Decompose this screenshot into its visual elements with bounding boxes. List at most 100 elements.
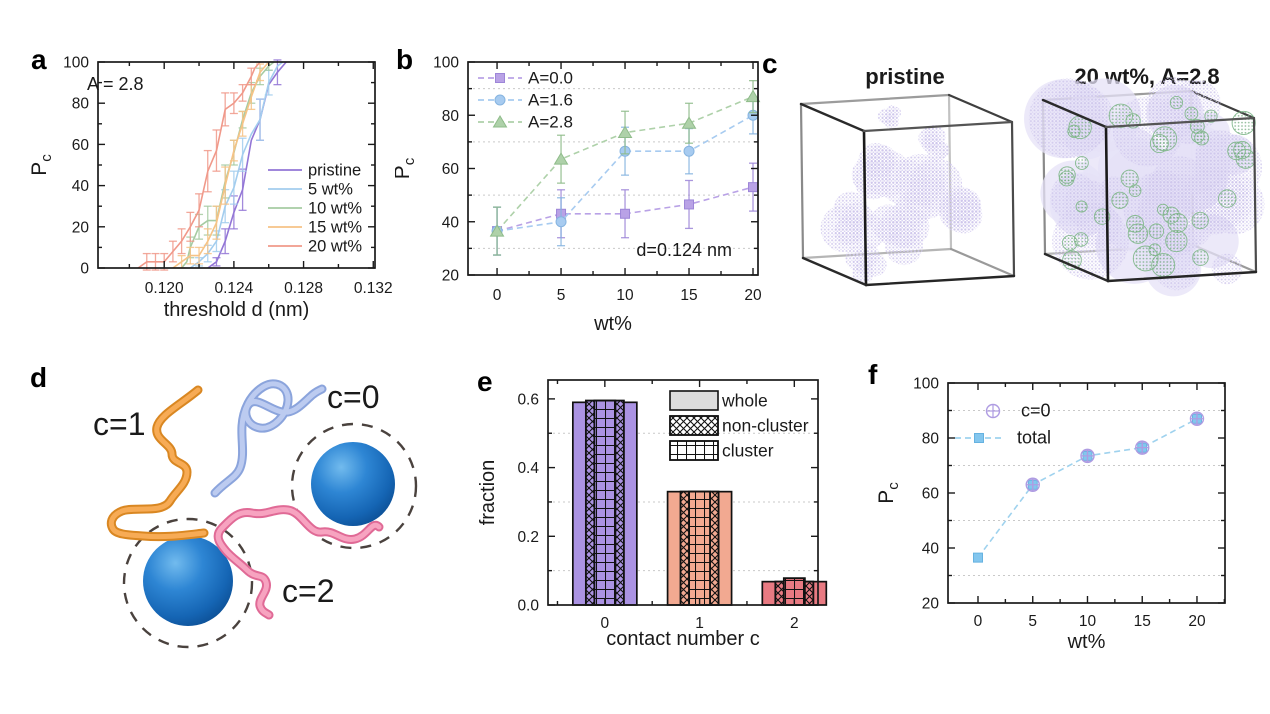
annotation: A = 2.8 — [87, 74, 144, 94]
nanoparticle — [1132, 245, 1159, 272]
nanoparticle — [1165, 229, 1188, 253]
y-axis-label: Pc — [395, 157, 418, 179]
point-A=1.6 — [683, 145, 695, 157]
box-edge — [864, 274, 1016, 287]
axes: 0.120 0.124 0.128 0.132 0 20 40 60 80 100 — [63, 55, 393, 298]
y-tick-label: 80 — [72, 96, 90, 113]
legend-label: total — [1017, 428, 1051, 448]
triangle-marker — [681, 116, 697, 129]
panel-letter-a: a — [31, 44, 47, 75]
panel-e-fraction-chart: 0 1 2 0.0 0.2 0.4 0.6 contact number c fraction w… — [470, 355, 855, 670]
box-edge — [1106, 270, 1258, 283]
nanoparticle-lower — [143, 536, 233, 626]
cluster-blob — [921, 134, 940, 153]
panel-f-pc-wt-chart: 0 5 10 15 20 20 40 60 80 100 wt% Pc c=0 total — [875, 350, 1265, 670]
series-15 wt% — [172, 61, 270, 269]
series-line — [977, 418, 1198, 559]
nanoparticle-upper — [311, 442, 395, 526]
legend-label: cluster — [722, 441, 774, 461]
box-edge — [799, 102, 866, 133]
annotation: d=0.124 nm — [636, 240, 732, 260]
point-A=2.8 — [489, 224, 505, 237]
square-marker — [684, 199, 695, 210]
y-tick-label: 0.2 — [517, 529, 539, 546]
nanoparticle — [1127, 223, 1149, 244]
legend-marker — [985, 403, 1001, 419]
chart-a-svg: 0.120 0.124 0.128 0.132 0 20 40 60 80 100 threshol… — [28, 55, 393, 322]
simulation-box-filled — [1024, 77, 1265, 297]
x-tick-label: 20 — [744, 287, 762, 304]
bar-pattern — [688, 490, 711, 606]
series-line — [496, 114, 754, 232]
square-marker — [620, 208, 631, 219]
y-tick-label: 0.4 — [517, 460, 539, 477]
contact-shell-upper — [290, 422, 418, 550]
series-c=0 — [1025, 411, 1205, 492]
legend-marker — [495, 73, 505, 83]
x-tick-label: 0.132 — [354, 280, 393, 297]
nanoparticle — [1169, 95, 1184, 110]
x-tick-label: 5 — [557, 287, 566, 304]
y-tick-label: 60 — [72, 137, 90, 154]
legend-label: A=0.0 — [528, 69, 573, 88]
y-tick-label: 20 — [72, 219, 90, 236]
contact-shell-lower — [122, 517, 254, 649]
chart-e-svg: 0 1 2 0.0 0.2 0.4 0.6 contact number c fraction w… — [477, 379, 828, 650]
nanoparticle — [1191, 211, 1209, 230]
box-edge — [1043, 252, 1110, 283]
x-tick-label: 2 — [790, 615, 799, 632]
triangle-marker — [745, 89, 761, 103]
series-20 wt% — [137, 61, 261, 271]
y-tick-label: 80 — [922, 431, 940, 448]
legend-label: 10 wt% — [308, 200, 362, 218]
y-tick-label: 80 — [442, 108, 460, 125]
label-c1: c=1 — [93, 406, 145, 442]
cluster-blob — [887, 206, 930, 248]
y-axis-label: fraction — [477, 460, 499, 526]
box-edge — [1010, 120, 1016, 278]
cluster-blob — [835, 214, 866, 245]
triangle-marker — [489, 224, 505, 237]
point-A=1.6 — [555, 216, 567, 228]
x-tick-label: 1 — [695, 615, 704, 632]
point-A=2.8 — [553, 152, 569, 165]
cluster-blob — [855, 244, 880, 268]
x-tick-label: 0 — [974, 613, 983, 630]
legend-marker — [494, 94, 506, 106]
point-c=0 — [1025, 477, 1040, 492]
label-c0: c=0 — [327, 379, 379, 415]
legend-label: non-cluster — [722, 416, 809, 436]
polymer-chain-pink — [213, 505, 384, 620]
x-tick-label: 10 — [616, 287, 634, 304]
series-line — [207, 61, 287, 269]
series-pristine — [207, 59, 287, 269]
x-tick-label: 15 — [680, 287, 697, 304]
snapshots-svg: pristine 20 wt%, A=2.8 — [799, 64, 1265, 297]
x-axis-label: wt% — [1067, 631, 1106, 653]
bar-group-c1 — [666, 490, 733, 606]
polymer-clusters — [820, 105, 983, 284]
nanoparticle — [1120, 169, 1139, 188]
x-tick-label: 0 — [601, 615, 610, 632]
point-A=0.0 — [620, 208, 631, 219]
nanoparticle — [1189, 119, 1205, 134]
nanoparticle — [1218, 189, 1237, 208]
y-tick-label: 20 — [442, 268, 460, 285]
panel-letter-f: f — [868, 359, 878, 390]
nanoparticle — [1111, 191, 1129, 209]
series-line — [189, 61, 284, 269]
legend: A=0.0 A=1.6 A=2.8 — [478, 69, 573, 132]
panel-letter-c: c — [762, 48, 778, 79]
legend-label: 5 wt% — [308, 181, 353, 199]
matrix-stipple — [1211, 253, 1243, 285]
triangle-marker — [492, 115, 508, 128]
panel-d-schematic: c=1 c=0 c=2 — [30, 360, 460, 705]
axes: 0 5 10 15 20 20 40 60 80 100 — [433, 55, 762, 305]
nanoparticle — [1058, 166, 1076, 184]
box-edge — [801, 256, 868, 287]
nanoparticle — [1061, 234, 1078, 251]
legend: whole non-cluster cluster — [669, 390, 809, 461]
point-c=0 — [1080, 448, 1095, 464]
box-edge — [862, 120, 1014, 133]
